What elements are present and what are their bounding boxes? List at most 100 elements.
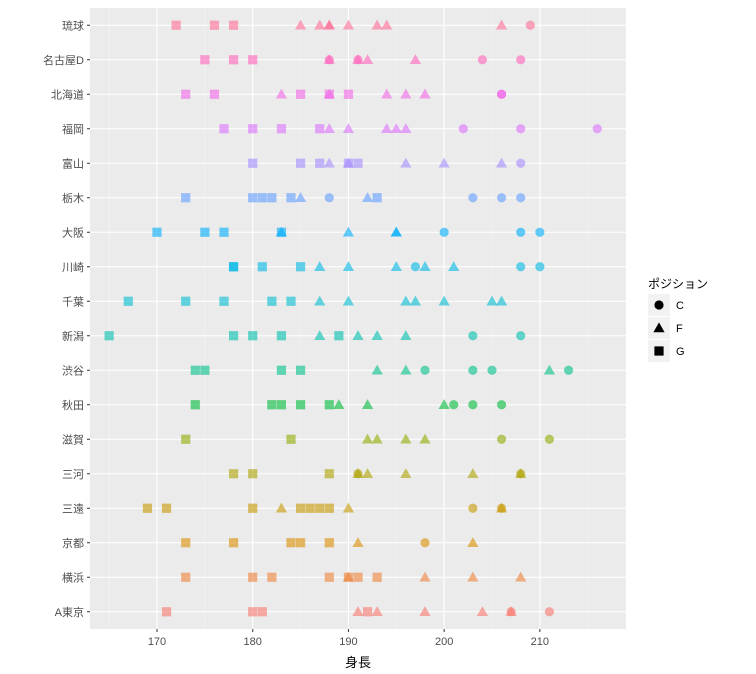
x-tick-label: 200 — [435, 636, 453, 648]
y-tick-label: 千葉 — [62, 294, 84, 308]
y-tick-label: 富山 — [62, 156, 84, 170]
y-tick-label: 京都 — [62, 536, 84, 550]
y-tick-label: 秋田 — [62, 398, 84, 412]
y-tick-label: 福岡 — [62, 122, 84, 136]
data-point-square — [324, 503, 334, 513]
data-point-circle — [449, 400, 459, 410]
data-points — [104, 19, 602, 617]
data-point-square — [372, 572, 382, 582]
y-tick-label: A東京 — [55, 605, 84, 619]
y-tick-label: 新潟 — [62, 329, 84, 343]
data-point-square — [372, 193, 382, 203]
data-point-square — [248, 572, 258, 582]
data-point-square — [248, 124, 258, 134]
data-point-triangle — [371, 364, 383, 375]
data-point-square — [295, 503, 306, 513]
data-point-triangle — [275, 502, 288, 513]
data-point-triangle — [342, 19, 355, 30]
data-point-triangle — [352, 330, 364, 340]
data-point-square — [228, 262, 239, 272]
data-point-triangle — [314, 295, 326, 306]
data-point-circle — [516, 124, 526, 134]
data-point-square — [267, 296, 277, 306]
legend: ポジション CFG — [648, 277, 708, 362]
data-point-triangle — [495, 19, 508, 30]
data-point-triangle — [409, 295, 422, 306]
data-point-circle — [496, 400, 507, 410]
data-point-square — [315, 124, 325, 134]
data-point-square — [248, 331, 258, 341]
data-point-square — [104, 331, 114, 341]
data-point-square — [324, 538, 334, 548]
data-point-square — [142, 503, 153, 513]
x-tick-label: 190 — [339, 636, 357, 648]
data-point-triangle — [352, 606, 364, 616]
data-point-square — [181, 538, 191, 548]
data-point-triangle — [400, 295, 412, 306]
data-point-triangle — [323, 157, 335, 168]
data-point-square — [276, 124, 287, 134]
data-point-circle — [496, 503, 507, 513]
data-point-triangle — [448, 261, 460, 271]
data-point-triangle — [400, 157, 412, 168]
data-point-triangle — [495, 157, 508, 168]
data-point-square — [200, 227, 210, 237]
data-point-circle — [410, 262, 421, 272]
data-point-triangle — [419, 433, 431, 444]
data-point-circle — [439, 227, 449, 237]
x-tick-label: 180 — [244, 636, 262, 648]
y-tick-label: 北海道 — [51, 87, 84, 101]
data-point-circle — [525, 20, 535, 30]
data-point-triangle — [400, 468, 412, 478]
x-tick-label: 170 — [148, 636, 166, 648]
data-point-square — [295, 262, 306, 272]
data-point-circle — [477, 55, 488, 65]
data-point-triangle — [361, 54, 374, 64]
data-point-triangle — [438, 295, 450, 306]
data-point-square — [171, 20, 181, 30]
data-point-circle — [468, 503, 478, 513]
data-point-circle — [592, 124, 602, 134]
y-tick-label: 川崎 — [62, 260, 84, 274]
data-point-square — [200, 365, 210, 375]
data-point-triangle — [543, 364, 556, 375]
data-point-square — [209, 89, 220, 99]
data-point-square — [276, 365, 287, 375]
y-tick-label: 横浜 — [62, 570, 84, 584]
x-tick-label: 210 — [531, 636, 549, 648]
data-point-triangle — [342, 157, 355, 168]
data-point-triangle — [467, 537, 479, 547]
plot-panel — [90, 8, 626, 629]
data-point-triangle — [314, 261, 326, 271]
data-point-triangle — [352, 537, 364, 547]
data-point-circle — [420, 538, 430, 548]
legend-label: C — [676, 300, 684, 312]
data-point-square — [228, 55, 239, 65]
data-point-triangle — [342, 261, 355, 271]
data-point-square — [286, 538, 296, 548]
data-point-square — [257, 262, 267, 272]
data-point-triangle — [400, 433, 412, 444]
data-point-triangle — [361, 468, 374, 478]
y-tick-label: 名古屋D — [43, 53, 84, 67]
y-axis: A東京 横浜 京都 三遠 三河 滋賀 秋田 渋谷 新潟 千葉 川崎 大阪 栃木 富山 福岡 北海道 名古屋D 琉球 — [43, 18, 90, 619]
data-point-square — [248, 607, 258, 617]
data-point-square — [267, 193, 277, 203]
data-point-triangle — [371, 433, 383, 444]
legend-key-triangle — [653, 322, 665, 333]
data-point-triangle — [467, 571, 479, 582]
data-point-square — [248, 469, 258, 479]
data-point-square — [334, 331, 344, 341]
data-point-square — [305, 503, 315, 513]
data-point-triangle — [342, 295, 355, 306]
data-point-circle — [324, 193, 334, 203]
data-point-square — [181, 296, 191, 306]
data-point-circle — [468, 193, 478, 203]
data-point-square — [267, 400, 277, 410]
data-point-triangle — [400, 364, 412, 375]
data-point-circle — [516, 262, 526, 272]
data-point-triangle — [486, 295, 498, 306]
data-point-square — [248, 503, 258, 513]
data-point-triangle — [390, 226, 402, 237]
